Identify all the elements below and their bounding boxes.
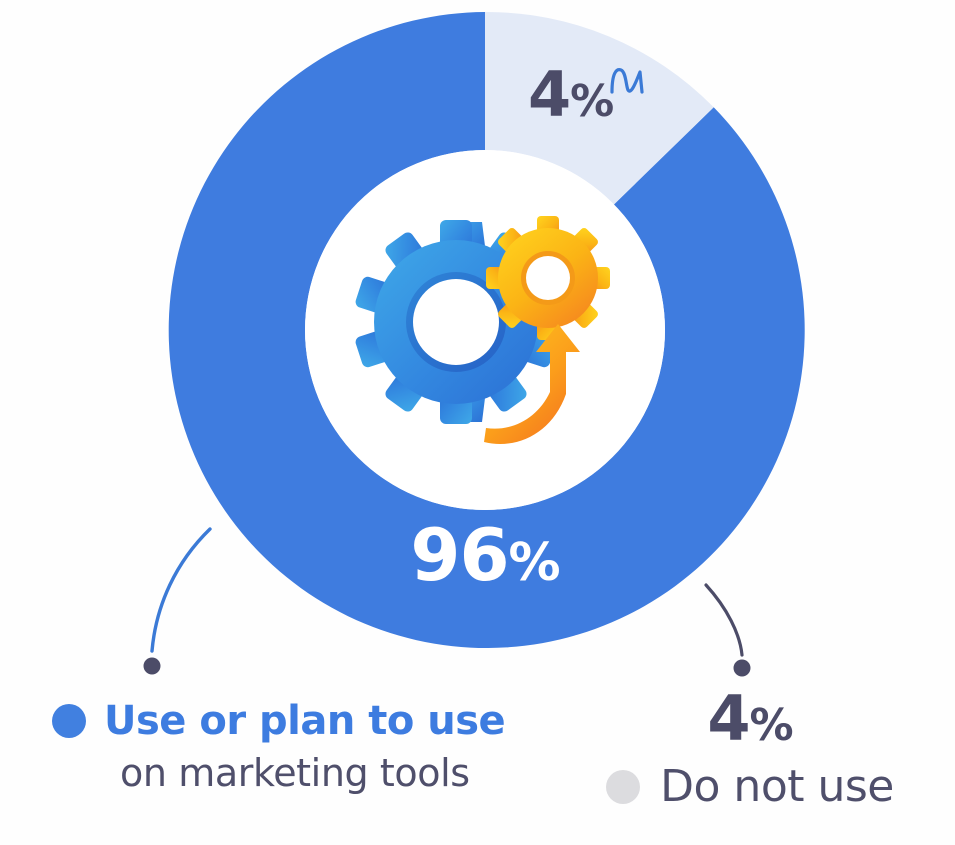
legend-swatch-gray-icon [606,770,641,805]
legend-right-label: Do not use [660,761,894,812]
legend-item-use-or-plan-to-use[interactable]: Use or plan to use on marketing tools [52,700,522,794]
major-slice-percent-sign: % [508,533,561,593]
minor-slice-percentage-label: 4% [528,64,614,127]
legend-right-value-number: 4 [707,682,750,755]
legend-left-row: Use or plan to use [52,700,522,742]
legend-swatch-blue-icon [52,704,86,738]
squiggle-mark-icon [610,68,644,94]
donut-hole [305,150,665,510]
legend-item-do-not-use[interactable]: 4% Do not use [560,688,940,810]
minor-slice-number: 4 [528,58,571,131]
major-slice-percentage-label: 96% [352,519,618,591]
legend-left-title: Use or plan to use [104,698,506,744]
donut-chart: 96% 4% [168,11,805,648]
major-slice-number: 96 [410,513,509,597]
legend-right-row: Do not use [560,761,940,812]
legend-right-value: 4% [560,688,940,750]
legend-right-percent-sign: % [749,700,794,751]
legend-left-subtitle: on marketing tools [120,751,470,795]
minor-slice-percent-sign: % [570,76,614,127]
